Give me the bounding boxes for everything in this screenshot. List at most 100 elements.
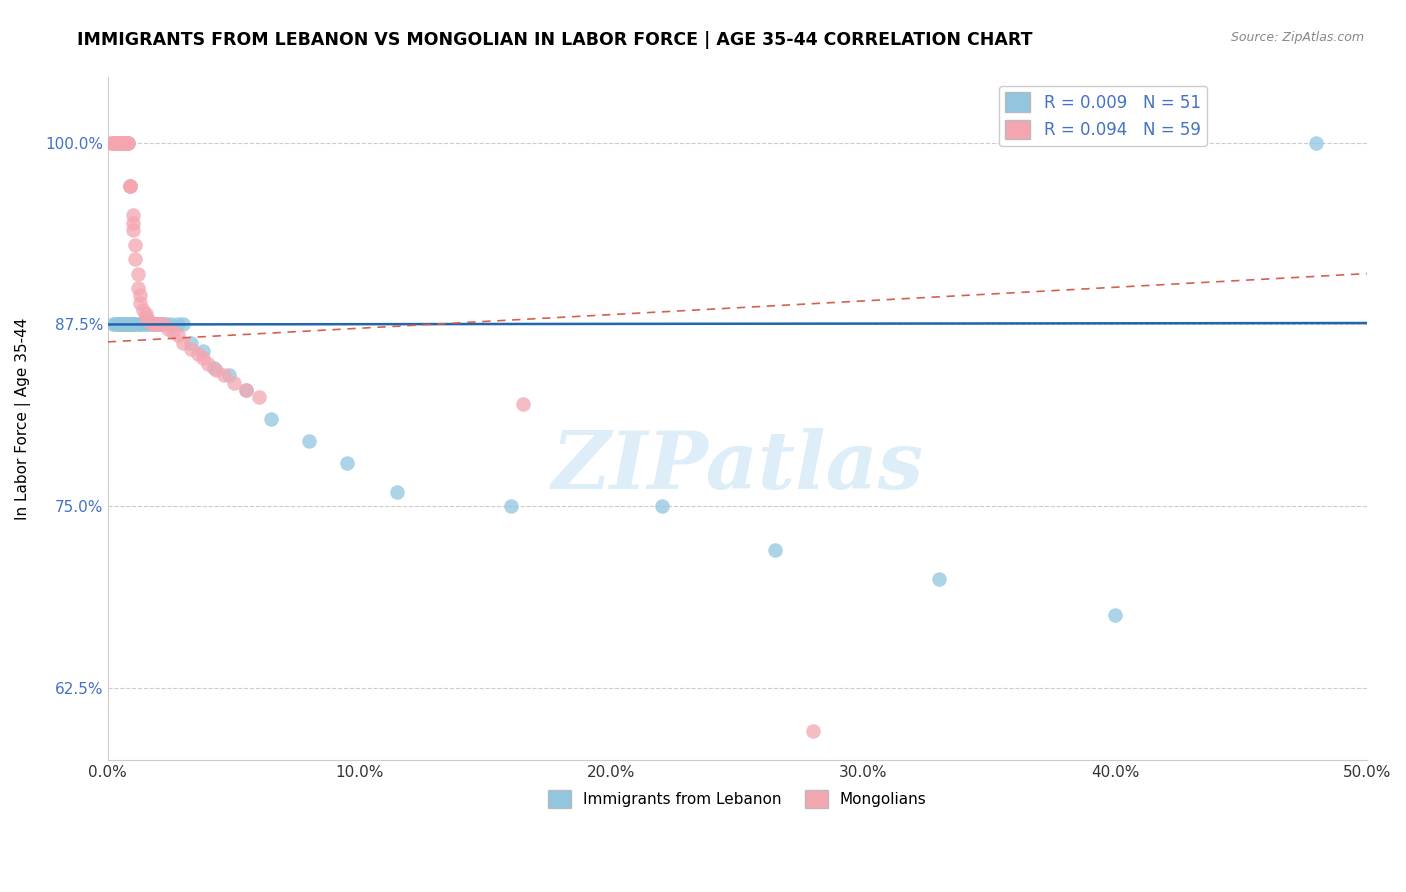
Point [135, 307, 157, 321]
Point [120, 179, 142, 194]
Point [387, 484, 409, 499]
Point [172, 318, 194, 332]
Point [122, 318, 145, 332]
Point [117, 318, 139, 332]
Point [152, 318, 174, 332]
Point [193, 351, 215, 365]
Point [124, 318, 146, 332]
Point [152, 318, 174, 332]
Point [110, 136, 132, 150]
Point [129, 318, 152, 332]
Point [110, 136, 132, 150]
Point [101, 136, 124, 150]
Point [124, 252, 146, 266]
Point [205, 362, 228, 376]
Point [142, 318, 165, 332]
Point [104, 318, 127, 332]
Point [127, 318, 149, 332]
Point [120, 318, 142, 332]
Point [107, 136, 129, 150]
Point [122, 223, 145, 237]
Point [512, 397, 534, 411]
Point [122, 209, 145, 223]
Point [135, 310, 157, 325]
Point [127, 267, 149, 281]
Point [136, 318, 159, 332]
Point [111, 136, 134, 150]
Point [110, 318, 132, 332]
Point [235, 383, 257, 397]
Point [120, 179, 142, 194]
Point [122, 216, 145, 230]
Point [193, 343, 215, 358]
Point [801, 724, 824, 739]
Point [139, 316, 162, 330]
Point [114, 136, 136, 150]
Text: Source: ZipAtlas.com: Source: ZipAtlas.com [1230, 31, 1364, 45]
Point [336, 456, 359, 470]
Point [180, 336, 202, 351]
Point [117, 318, 139, 332]
Point [159, 318, 181, 332]
Point [101, 318, 124, 332]
Point [197, 357, 219, 371]
Point [145, 318, 167, 332]
Point [129, 295, 152, 310]
Point [107, 136, 129, 150]
Point [114, 318, 136, 332]
Point [124, 237, 146, 252]
Point [98, 136, 121, 150]
Point [145, 318, 167, 332]
Point [114, 318, 136, 332]
Point [651, 499, 673, 513]
Point [162, 325, 184, 339]
Point [172, 336, 194, 351]
Point [104, 136, 127, 150]
Point [260, 412, 283, 426]
Point [180, 342, 202, 356]
Point [114, 318, 136, 332]
Point [149, 318, 172, 332]
Point [111, 136, 134, 150]
Point [120, 179, 142, 194]
Point [202, 361, 225, 376]
Point [132, 318, 155, 332]
Point [117, 136, 139, 150]
Text: ZIPatlas: ZIPatlas [551, 428, 924, 506]
Point [139, 318, 162, 332]
Point [117, 136, 139, 150]
Point [155, 318, 177, 332]
Point [110, 318, 132, 332]
Point [298, 434, 321, 448]
Point [114, 136, 136, 150]
Point [146, 318, 169, 332]
Point [122, 318, 145, 332]
Point [117, 136, 139, 150]
Point [122, 318, 145, 332]
Point [928, 572, 950, 586]
Point [499, 499, 522, 513]
Point [114, 136, 136, 150]
Point [763, 542, 786, 557]
Point [107, 318, 129, 332]
Point [212, 368, 235, 383]
Point [167, 318, 190, 332]
Point [110, 318, 132, 332]
Point [114, 136, 136, 150]
Legend: Immigrants from Lebanon, Mongolians: Immigrants from Lebanon, Mongolians [541, 784, 932, 814]
Point [120, 318, 142, 332]
Point [218, 368, 240, 383]
Point [142, 318, 165, 332]
Point [135, 318, 157, 332]
Text: IMMIGRANTS FROM LEBANON VS MONGOLIAN IN LABOR FORCE | AGE 35-44 CORRELATION CHAR: IMMIGRANTS FROM LEBANON VS MONGOLIAN IN … [77, 31, 1033, 49]
Point [149, 318, 172, 332]
Point [129, 288, 152, 302]
Point [110, 136, 132, 150]
Point [111, 318, 134, 332]
Point [111, 318, 134, 332]
Point [222, 376, 245, 390]
Point [107, 136, 129, 150]
Point [132, 302, 155, 317]
Point [146, 318, 169, 332]
Point [107, 318, 129, 332]
